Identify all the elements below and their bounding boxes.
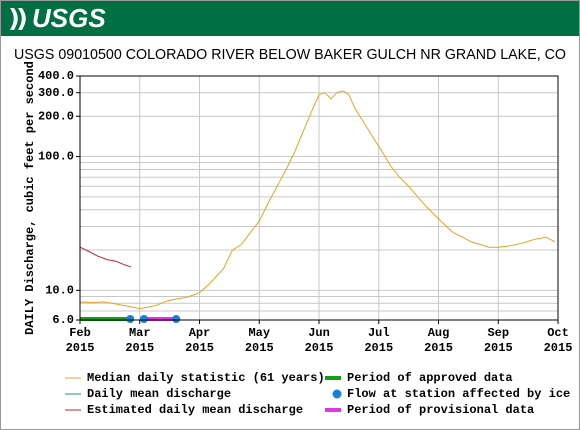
x-tick-label: Oct 2015: [544, 326, 573, 355]
y-tick-label: 300.0: [38, 86, 74, 100]
plot-border: [79, 75, 559, 321]
ice-marker: [126, 315, 135, 323]
series-line: [79, 90, 556, 310]
series-line: [79, 246, 131, 268]
logo-mark: [10, 8, 26, 30]
legend-swatch: [332, 389, 342, 399]
logo-text: USGS: [32, 3, 106, 33]
x-tick-label: Mar 2015: [125, 326, 154, 355]
x-tick-label: Apr 2015: [185, 326, 214, 355]
legend-label: Estimated daily mean discharge: [87, 403, 303, 417]
x-tick-label: Sep 2015: [484, 326, 513, 355]
x-tick-label: Aug 2015: [424, 326, 453, 355]
y-tick-label: 10.0: [45, 283, 74, 297]
legend-label: Period of approved data: [347, 371, 513, 385]
y-axis-label: DAILY Discharge, cubic feet per second: [23, 61, 37, 335]
y-tick-label: 200.0: [38, 109, 74, 123]
x-tick-label: Jun 2015: [305, 326, 334, 355]
legend-label: Flow at station affected by ice: [347, 387, 570, 401]
x-tick-label: May 2015: [245, 326, 274, 355]
header-bar: [1, 1, 579, 36]
y-tick-label: 100.0: [38, 150, 74, 164]
ice-marker: [139, 315, 148, 323]
chart-title: USGS 09010500 COLORADO RIVER BELOW BAKER…: [14, 46, 566, 63]
y-tick-label: 400.0: [38, 69, 74, 83]
legend-label: Median daily statistic (61 years): [87, 371, 325, 385]
legend-label: Period of provisional data: [347, 403, 534, 417]
y-tick-label: 6.0: [52, 313, 74, 327]
x-tick-label: Feb 2015: [66, 326, 95, 355]
legend-label: Daily mean discharge: [87, 387, 231, 401]
x-tick-label: Jul 2015: [364, 326, 393, 355]
ice-marker: [172, 315, 181, 323]
